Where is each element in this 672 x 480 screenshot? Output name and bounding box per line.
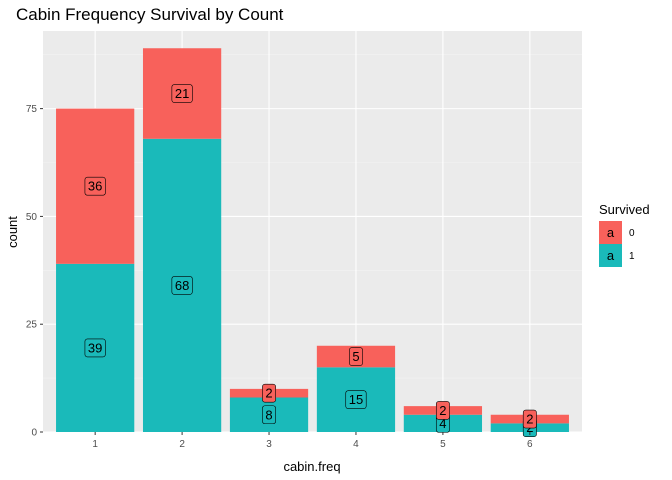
bar-label-box bbox=[435, 401, 450, 420]
bar-label-text: 2 bbox=[439, 403, 446, 418]
legend-key-glyph: a bbox=[607, 248, 615, 263]
bar-label: 5 bbox=[349, 347, 363, 366]
bar-label: 68 bbox=[171, 276, 193, 295]
bar-label-text: 21 bbox=[175, 86, 189, 101]
y-axis-title: count bbox=[5, 216, 20, 248]
bar-label-text: 15 bbox=[349, 392, 363, 407]
x-tick-label: 5 bbox=[440, 439, 446, 450]
bar-label-text: 2 bbox=[526, 412, 533, 427]
bar-label-box bbox=[171, 84, 193, 103]
legend-title: Survived bbox=[599, 202, 650, 217]
bar-label-text: 4 bbox=[439, 416, 446, 431]
bar-label: 39 bbox=[84, 338, 106, 358]
x-tick-label: 4 bbox=[353, 439, 359, 450]
bar-label-box bbox=[345, 390, 367, 409]
bar-label-box bbox=[84, 176, 106, 196]
bar-label-box bbox=[84, 338, 106, 358]
bar-labels: 39688154236212522 bbox=[84, 84, 537, 437]
x-tick-label: 1 bbox=[92, 439, 98, 450]
bar-label: 2 bbox=[522, 409, 537, 429]
bar-label: 15 bbox=[345, 390, 367, 409]
bar-label-text: 5 bbox=[352, 349, 359, 364]
bar-label-text: 8 bbox=[265, 407, 272, 422]
bar-label-text: 2 bbox=[265, 386, 272, 401]
bar-label-text: 39 bbox=[88, 340, 102, 355]
bar-label-box bbox=[262, 383, 276, 403]
bar-label-box bbox=[522, 409, 537, 429]
bar-label: 2 bbox=[435, 401, 450, 420]
chart-title: Cabin Frequency Survival by Count bbox=[16, 5, 284, 24]
bar-label-box bbox=[349, 347, 363, 366]
y-tick-label: 75 bbox=[26, 104, 38, 115]
bar-label: 36 bbox=[84, 176, 106, 196]
bar-label-box bbox=[171, 276, 193, 295]
x-tick-label: 6 bbox=[527, 439, 533, 450]
y-axis: 0 25 50 75 bbox=[26, 104, 43, 439]
bar-label: 21 bbox=[171, 84, 193, 103]
legend-key bbox=[599, 244, 622, 267]
x-axis: 1 2 3 4 5 6 bbox=[92, 432, 533, 450]
y-tick-label: 0 bbox=[31, 428, 37, 439]
bar-label-text: 68 bbox=[175, 278, 189, 293]
legend: Survived a 0a 1 bbox=[599, 202, 650, 267]
legend-label: 0 bbox=[629, 228, 635, 239]
bar-label: 2 bbox=[262, 383, 276, 403]
x-tick-label: 2 bbox=[179, 439, 185, 450]
bar-label-text: 36 bbox=[88, 179, 102, 194]
legend-key bbox=[599, 221, 622, 244]
legend-label: 1 bbox=[629, 251, 635, 262]
bar-label: 8 bbox=[262, 405, 276, 425]
y-tick-label: 50 bbox=[26, 212, 38, 223]
x-tick-label: 3 bbox=[266, 439, 272, 450]
legend-key-glyph: a bbox=[607, 225, 615, 240]
y-tick-label: 25 bbox=[26, 320, 38, 331]
x-axis-title: cabin.freq bbox=[283, 459, 340, 474]
bar-label-box bbox=[262, 405, 276, 425]
